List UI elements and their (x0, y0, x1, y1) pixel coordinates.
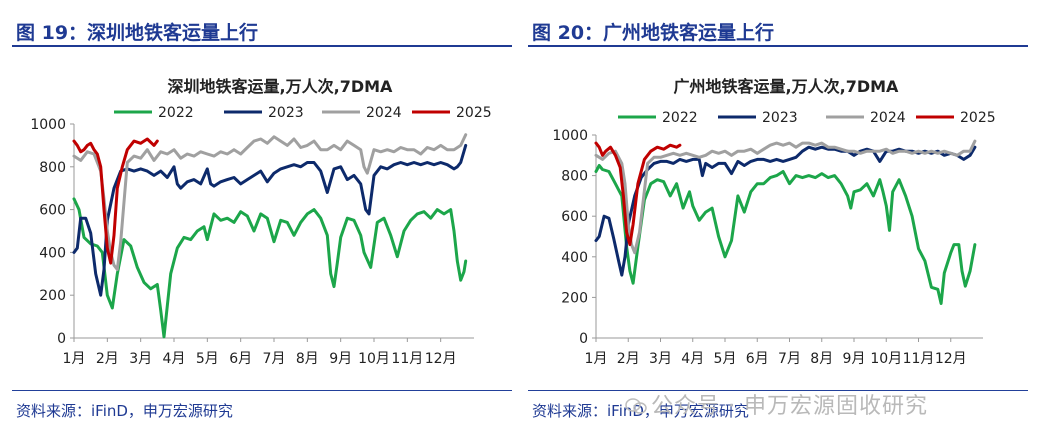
source-rule (12, 390, 512, 391)
panel-guangzhou: 图 20：广州地铁客运量上行 广州地铁客运量,万人次,7DMA 0 200 400 6… (528, 0, 1033, 445)
x-tick-label: 2月 (96, 351, 119, 367)
legend-label-2024: 2024 (870, 110, 906, 126)
x-tick-label: 1月 (63, 351, 86, 367)
x-tick-label: 11月 (903, 351, 935, 367)
figure-title: 图 19：深圳地铁客运量上行 (16, 22, 259, 44)
legend-label-2022: 2022 (662, 110, 698, 126)
legend-label-2022: 2022 (158, 105, 194, 121)
wechat-icon (625, 398, 647, 414)
chart-shenzhen-metro: 深圳地铁客运量,万人次,7DMA 0 200 400 600 800 1000 1月 2月 3月… (30, 77, 492, 367)
x-tick-label: 10月 (358, 351, 390, 367)
y-tick-label: 200 (39, 288, 66, 304)
x-tick-label: 7月 (778, 351, 801, 367)
y-tick-label: 400 (561, 250, 588, 266)
series-line-2022 (594, 164, 977, 305)
x-tick-label: 8月 (810, 351, 833, 367)
x-tick-label: 9月 (329, 351, 352, 367)
x-tick-label: 12月 (935, 351, 967, 367)
y-tick-label: 600 (39, 203, 66, 219)
legend-label-2024: 2024 (366, 105, 402, 121)
x-tick-label: 6月 (746, 351, 769, 367)
x-tick-label: 5月 (714, 351, 737, 367)
x-tick-label: 9月 (843, 351, 866, 367)
y-tick-label: 600 (561, 209, 588, 225)
series-line-2023 (72, 143, 468, 297)
title-rule (528, 45, 1028, 47)
x-tick-label: 7月 (263, 351, 286, 367)
x-tick-label: 10月 (870, 351, 902, 367)
series-line-2024 (72, 133, 468, 271)
legend-label-2025: 2025 (456, 105, 492, 121)
y-tick-label: 1000 (552, 128, 588, 144)
x-tick-label: 6月 (229, 351, 252, 367)
x-tick-label: 8月 (296, 351, 319, 367)
x-tick-label: 2月 (617, 351, 640, 367)
series-line-2025 (594, 141, 682, 247)
x-tick-label: 11月 (391, 351, 423, 367)
source-note: 资料来源：iFinD，申万宏源研究 (532, 402, 749, 420)
series-line-2022 (72, 197, 468, 339)
y-tick-label: 400 (39, 245, 66, 261)
figure-title: 图 20：广州地铁客运量上行 (532, 22, 775, 44)
x-tick-label: 1月 (585, 351, 608, 367)
source-note: 资料来源：iFinD，申万宏源研究 (16, 402, 233, 420)
legend-label-2023: 2023 (268, 105, 304, 121)
watermark: 公众号 · 申万宏源固收研究 (625, 388, 928, 420)
chart-guangzhou-metro: 广州地铁客运量,万人次,7DMA 0 200 400 600 800 1000 1月 2月 3月… (552, 77, 996, 367)
y-tick-label: 800 (39, 160, 66, 176)
y-tick-label: 0 (579, 331, 588, 347)
x-tick-label: 12月 (425, 351, 457, 367)
legend-label-2025: 2025 (960, 110, 996, 126)
watermark-text: 公众号 · 申万宏源固收研究 (651, 394, 928, 419)
y-tick-label: 200 (561, 290, 588, 306)
y-tick-label: 0 (57, 331, 66, 347)
title-rule (12, 45, 512, 47)
chart-title: 广州地铁客运量,万人次,7DMA (674, 77, 899, 96)
panel-shenzhen: 图 19：深圳地铁客运量上行 深圳地铁客运量,万人次,7DMA 0 200 400 6… (12, 0, 517, 445)
x-tick-label: 4月 (163, 351, 186, 367)
series-line-2025 (72, 137, 159, 265)
x-tick-label: 5月 (196, 351, 219, 367)
x-tick-label: 3月 (649, 351, 672, 367)
x-tick-label: 4月 (681, 351, 704, 367)
series-line-2024 (594, 139, 977, 255)
x-tick-label: 3月 (129, 351, 152, 367)
source-rule (528, 390, 1028, 391)
chart-title: 深圳地铁客运量,万人次,7DMA (168, 77, 393, 96)
y-tick-label: 1000 (30, 117, 66, 133)
legend-label-2023: 2023 (762, 110, 798, 126)
series-line-2023 (594, 145, 977, 277)
y-tick-label: 800 (561, 169, 588, 185)
